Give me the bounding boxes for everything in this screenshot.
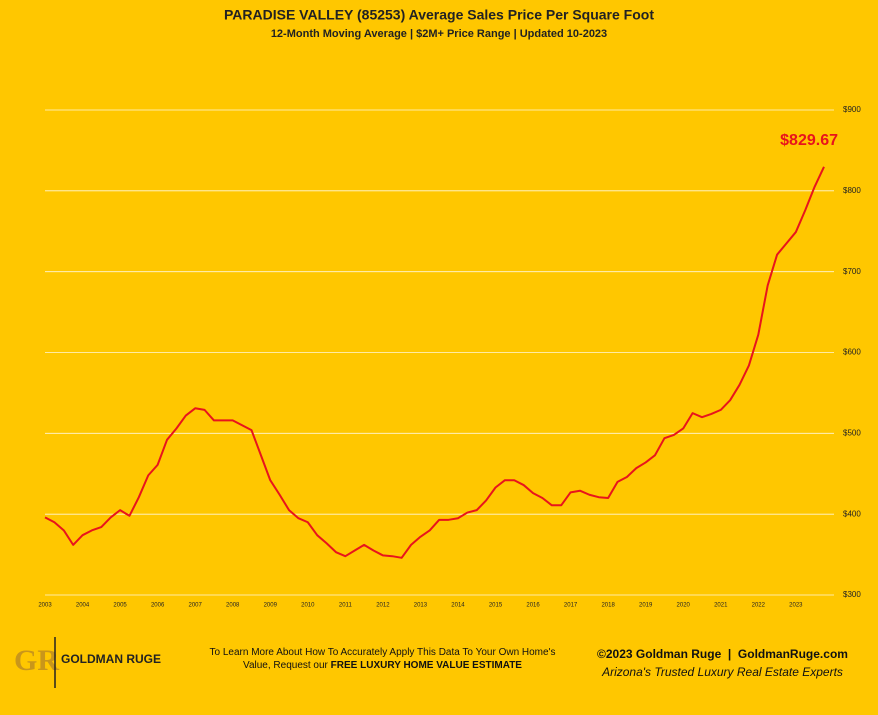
x-tick-label: 2016	[526, 603, 540, 609]
x-tick-label: 2007	[188, 603, 202, 609]
y-tick-label: $800	[843, 186, 861, 195]
copyright: ©2023 Goldman Ruge | GoldmanRuge.com	[597, 647, 848, 661]
x-tick-label: 2009	[264, 603, 278, 609]
y-tick-label: $300	[843, 590, 861, 599]
x-tick-label: 2023	[789, 603, 803, 609]
cta-text: To Learn More About How To Accurately Ap…	[209, 647, 556, 671]
logo-monogram: GR	[14, 644, 59, 677]
x-tick-label: 2019	[639, 603, 653, 609]
x-tick-label: 2013	[414, 603, 428, 609]
y-tick-label: $700	[843, 267, 861, 276]
chart-subtitle: 12-Month Moving Average | $2M+ Price Ran…	[271, 28, 607, 40]
x-tick-label: 2012	[376, 603, 390, 609]
x-tick-label: 2003	[38, 603, 52, 609]
x-tick-label: 2006	[151, 603, 165, 609]
y-tick-label: $500	[843, 428, 861, 437]
data-line	[44, 166, 825, 559]
logo-mark: GR	[14, 637, 59, 688]
chart-title: PARADISE VALLEY (85253) Average Sales Pr…	[224, 7, 654, 23]
x-tick-label: 2018	[601, 603, 615, 609]
x-tick-label: 2011	[339, 603, 353, 609]
x-tick-label: 2008	[226, 603, 240, 609]
x-tick-label: 2010	[301, 603, 315, 609]
x-tick-label: 2014	[451, 603, 465, 609]
tagline: Arizona's Trusted Luxury Real Estate Exp…	[602, 665, 843, 679]
x-tick-label: 2015	[489, 603, 503, 609]
y-tick-label: $900	[843, 105, 861, 114]
x-tick-label: 2005	[113, 603, 127, 609]
cta-bold: FREE LUXURY HOME VALUE ESTIMATE	[330, 660, 522, 671]
logo-text: GOLDMAN RUGE	[61, 652, 161, 666]
x-tick-label: 2004	[76, 603, 90, 609]
x-tick-label: 2021	[714, 603, 728, 609]
x-tick-label: 2022	[752, 603, 766, 609]
x-tick-label: 2017	[564, 603, 578, 609]
cta: To Learn More About How To Accurately Ap…	[200, 646, 565, 672]
y-tick-label: $400	[843, 509, 861, 518]
x-tick-label: 2020	[677, 603, 691, 609]
y-tick-label: $600	[843, 348, 861, 357]
value-label: $829.67	[780, 132, 838, 149]
